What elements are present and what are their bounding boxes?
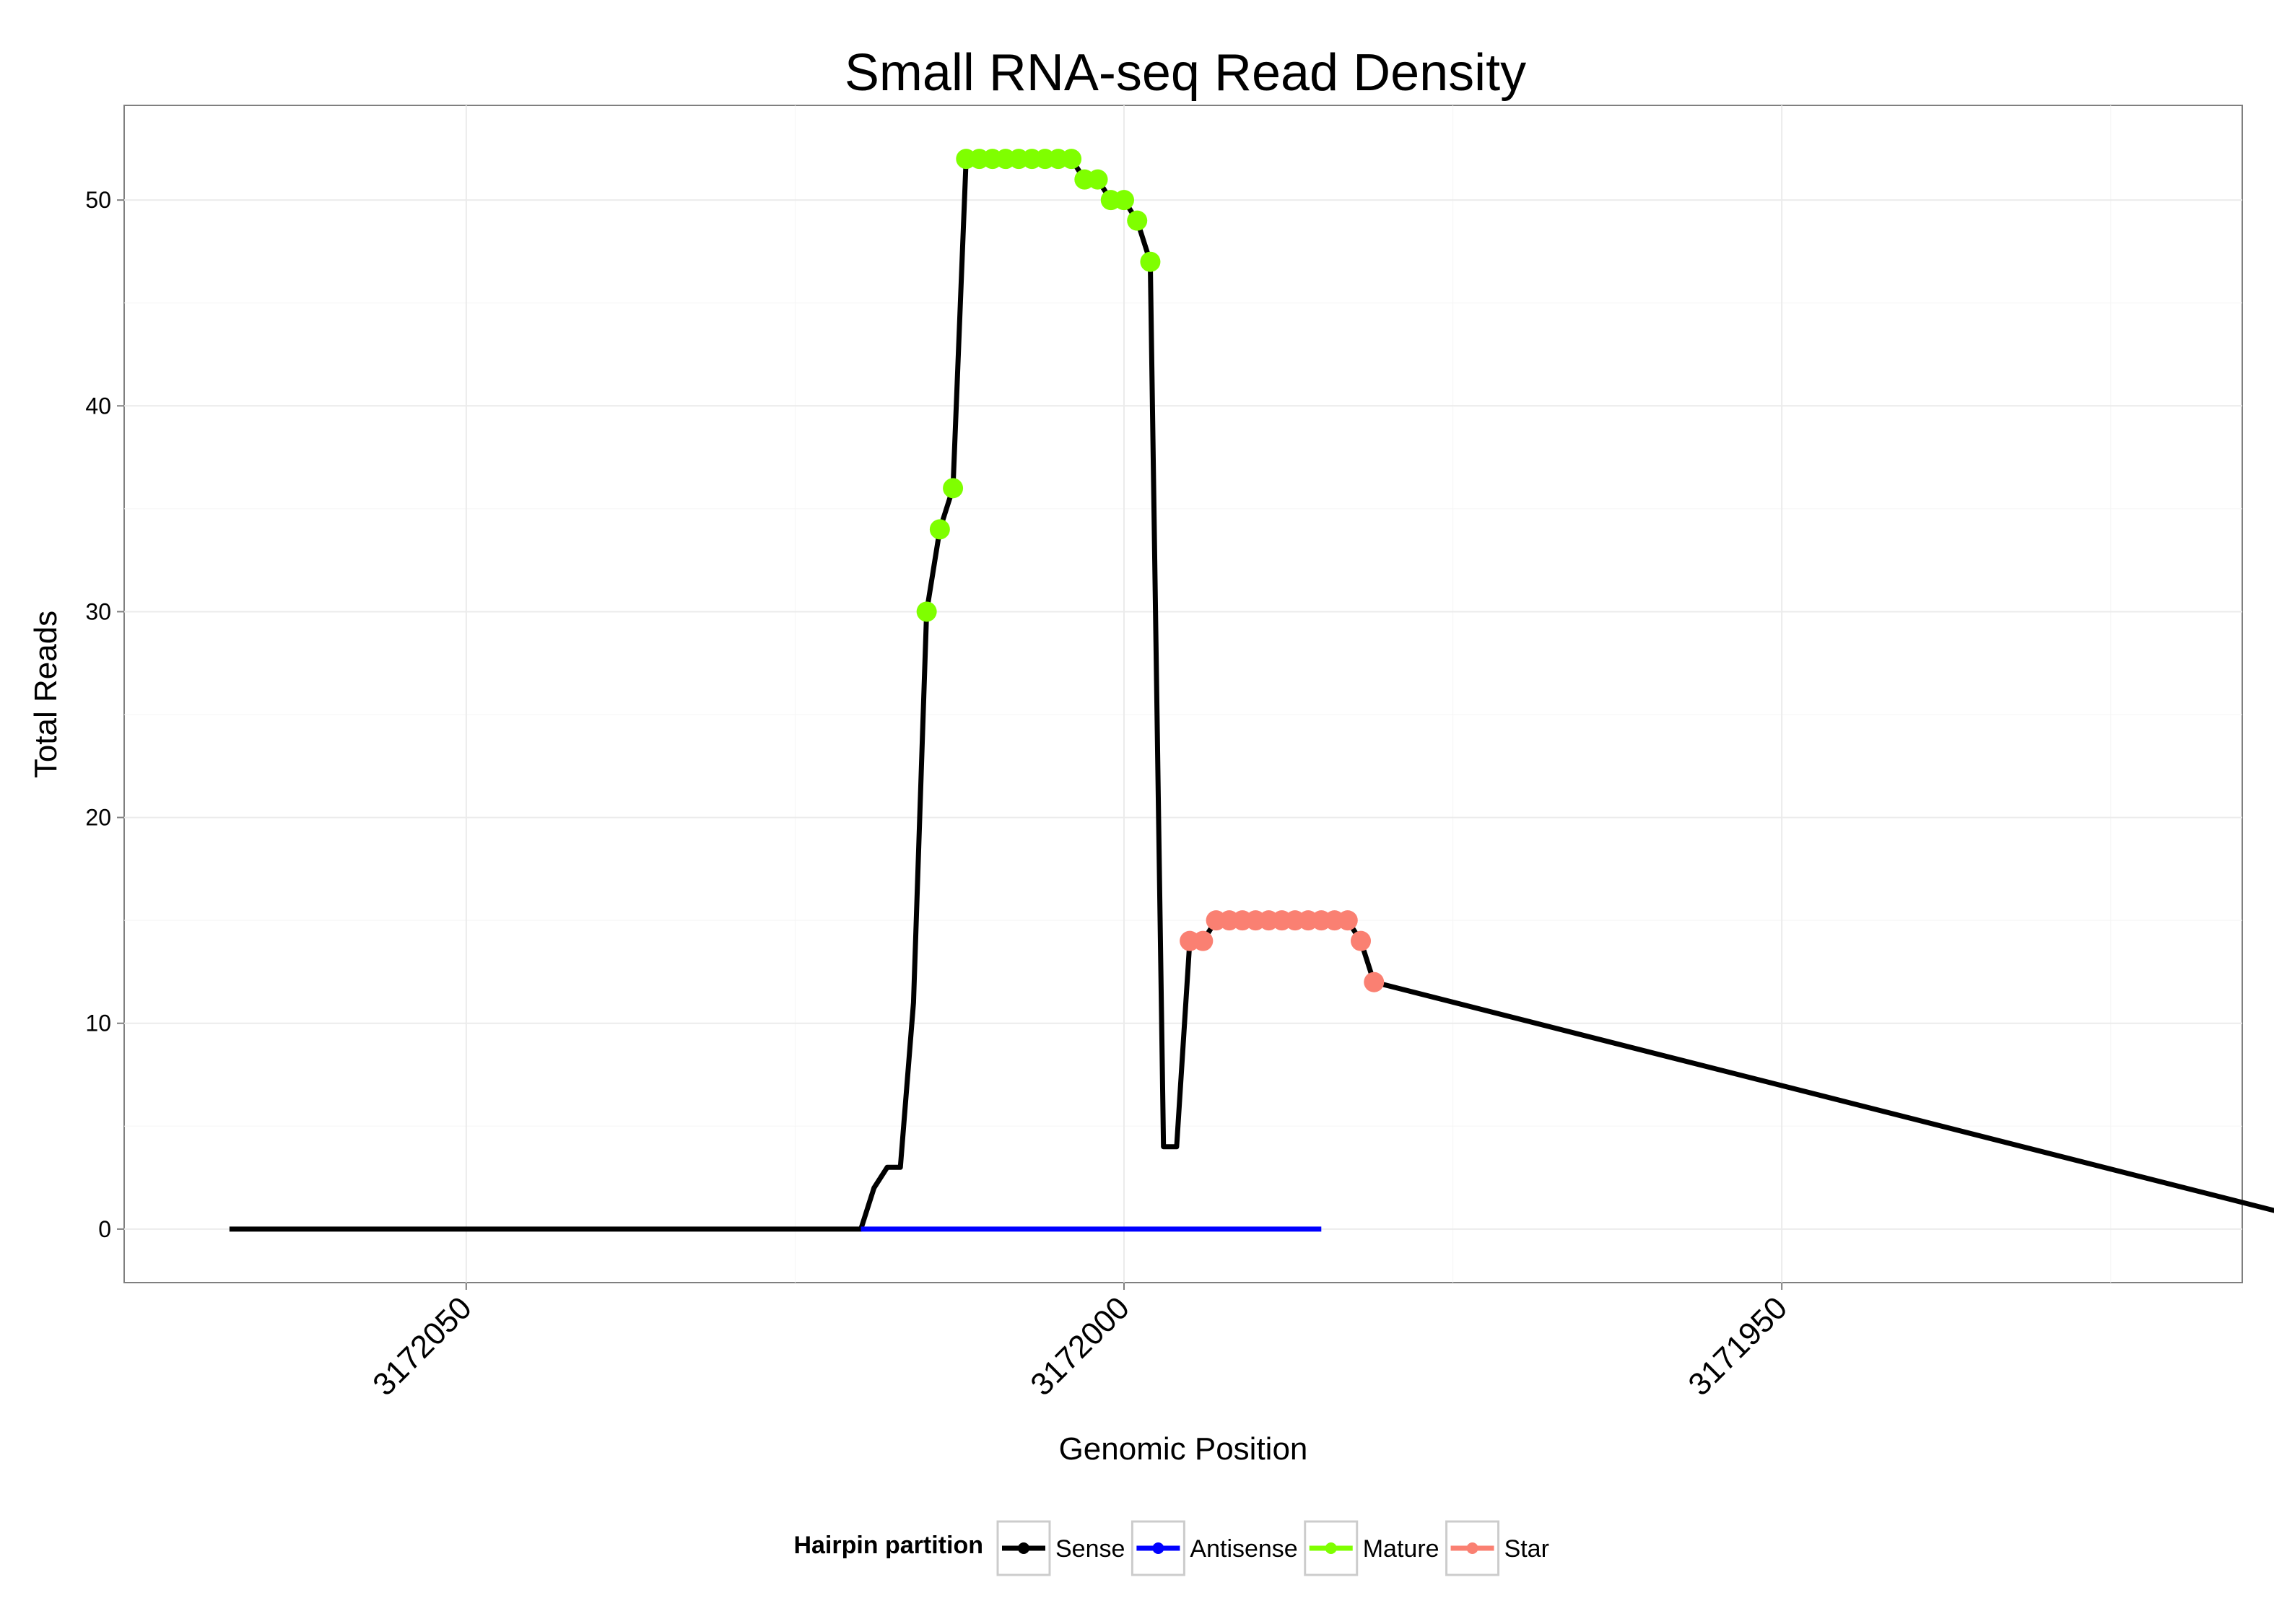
legend-key-mature — [1304, 1520, 1359, 1576]
mature-point — [1087, 169, 1108, 190]
star-point — [1337, 910, 1358, 931]
star-point — [1364, 972, 1385, 992]
legend-key-point — [1018, 1542, 1029, 1554]
star-point — [1193, 930, 1214, 951]
y-axis-label: Total Reads — [28, 611, 64, 778]
legend-label-star: Star — [1504, 1535, 1549, 1563]
x-tick-label: 3171950 — [1681, 1290, 1794, 1402]
legend-key-star — [1445, 1520, 1500, 1576]
mature-point — [1113, 190, 1134, 211]
major-gridlines — [124, 105, 2242, 1283]
legend-key-point — [1325, 1542, 1337, 1554]
mature-point — [943, 478, 964, 499]
y-tick-label: 30 — [85, 598, 111, 624]
plot-panel — [123, 105, 2243, 1283]
mature-point — [1061, 149, 1082, 170]
y-tick-label: 0 — [98, 1216, 111, 1242]
legend-title: Hairpin partition — [793, 1532, 983, 1559]
legend: Hairpin partition Sense Antisense Mature St… — [793, 1520, 1549, 1576]
legend-entries: Sense Antisense Mature Star — [996, 1520, 1549, 1576]
x-tick-label: 3172000 — [1024, 1290, 1136, 1402]
y-tick-label: 50 — [85, 187, 111, 213]
mature-point — [1140, 251, 1161, 272]
legend-key-point — [1152, 1542, 1164, 1554]
mature-point — [929, 519, 950, 540]
x-tick-label: 3172050 — [366, 1290, 479, 1402]
y-tick-label: 40 — [85, 393, 111, 419]
minor-gridlines — [124, 105, 2242, 1283]
legend-label-sense: Sense — [1055, 1535, 1125, 1563]
x-axis-label: Genomic Position — [1059, 1431, 1308, 1467]
legend-key-point — [1466, 1542, 1478, 1554]
y-tick-label: 10 — [85, 1010, 111, 1036]
legend-key-sense — [996, 1520, 1051, 1576]
mature-point — [916, 601, 937, 622]
legend-label-mature: Mature — [1363, 1535, 1439, 1563]
star-point — [1351, 930, 1372, 951]
series-points — [916, 149, 1385, 992]
legend-label-antisense: Antisense — [1190, 1535, 1297, 1563]
legend-key-antisense — [1131, 1520, 1185, 1576]
chart-title: Small RNA-seq Read Density — [845, 44, 1526, 102]
y-tick-label: 20 — [85, 805, 111, 831]
y-axis: 0 10 20 30 40 50 — [85, 187, 124, 1242]
x-axis: 3172050 3172000 3171950 — [366, 1283, 1794, 1402]
mature-point — [1127, 210, 1148, 231]
